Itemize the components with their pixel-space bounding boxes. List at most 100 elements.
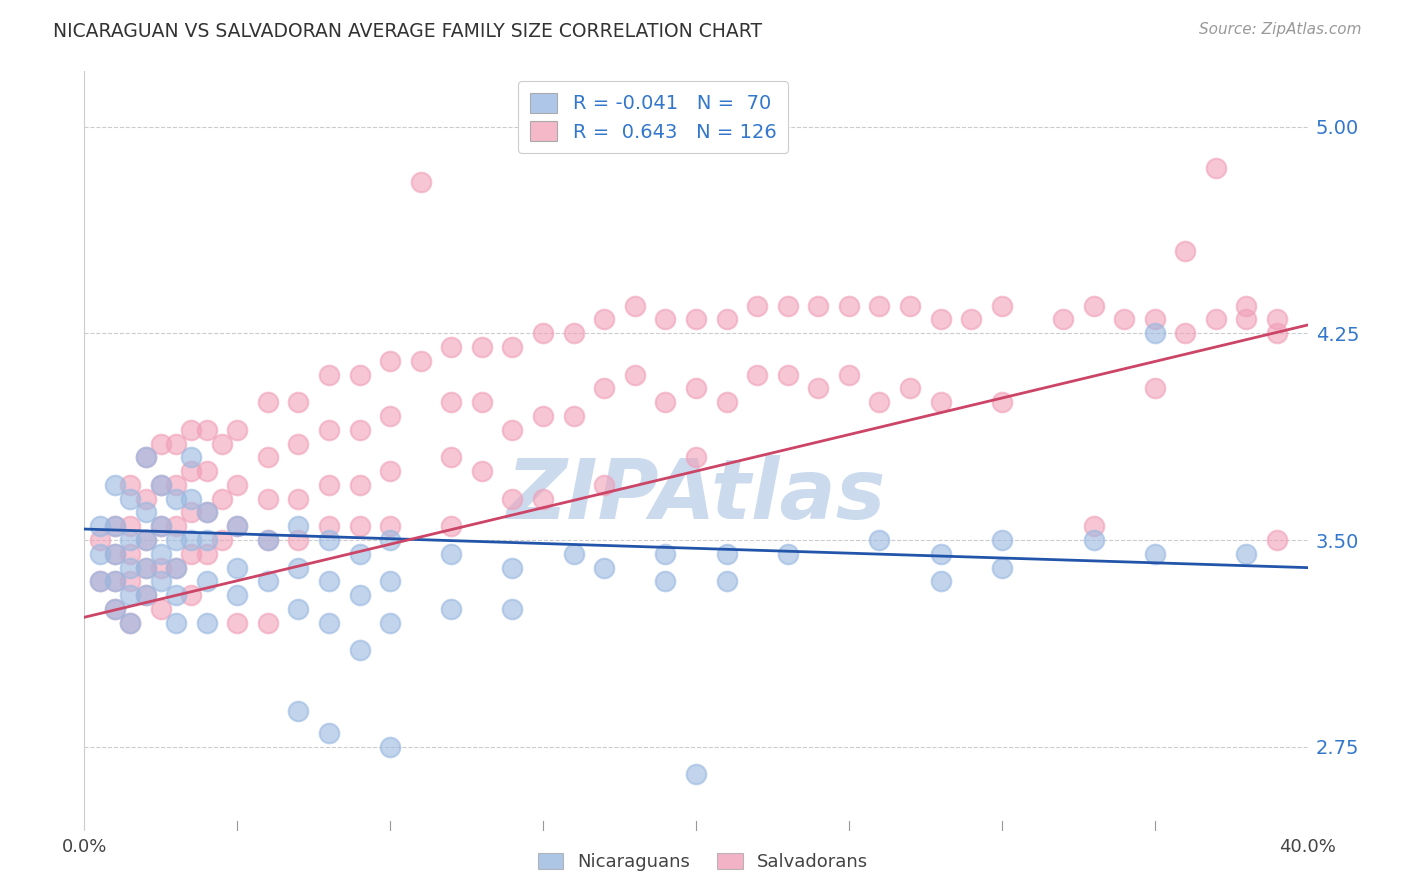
Point [654,547,676,561]
Point [898,381,921,395]
Point [89,574,111,589]
Legend: R = -0.041   N =  70, R =  0.643   N = 126: R = -0.041 N = 70, R = 0.643 N = 126 [519,81,789,153]
Point [440,547,463,561]
Point [195,506,218,520]
Point [287,704,309,718]
Point [380,533,402,547]
Point [349,643,371,657]
Point [149,436,172,450]
Point [104,602,127,616]
Point [531,326,554,341]
Point [440,340,463,354]
Point [180,491,202,506]
Point [380,354,402,368]
Point [349,519,371,533]
Point [287,602,309,616]
Point [380,464,402,478]
Point [120,588,142,602]
Legend: Nicaraguans, Salvadorans: Nicaraguans, Salvadorans [530,846,876,879]
Point [180,547,202,561]
Point [149,519,172,533]
Point [180,423,202,437]
Point [471,340,494,354]
Point [440,519,463,533]
Point [929,574,952,589]
Point [593,478,616,492]
Point [135,450,157,465]
Point [257,533,280,547]
Point [869,533,891,547]
Point [1205,161,1227,175]
Point [991,560,1014,574]
Point [929,312,952,326]
Point [624,368,647,382]
Point [318,368,340,382]
Point [211,491,233,506]
Point [149,560,172,574]
Point [991,395,1014,409]
Text: NICARAGUAN VS SALVADORAN AVERAGE FAMILY SIZE CORRELATION CHART: NICARAGUAN VS SALVADORAN AVERAGE FAMILY … [53,22,762,41]
Point [716,312,738,326]
Point [471,395,494,409]
Point [1052,312,1074,326]
Point [211,436,233,450]
Point [257,395,280,409]
Point [135,560,157,574]
Point [89,574,111,589]
Point [318,533,340,547]
Point [440,395,463,409]
Point [991,533,1014,547]
Point [287,436,309,450]
Point [165,519,187,533]
Point [1236,299,1258,313]
Point [211,533,233,547]
Point [318,615,340,630]
Point [929,547,952,561]
Point [562,326,585,341]
Point [502,491,524,506]
Point [869,299,891,313]
Point [89,533,111,547]
Point [1143,547,1166,561]
Point [716,574,738,589]
Point [318,519,340,533]
Point [165,533,187,547]
Point [257,574,280,589]
Point [349,478,371,492]
Point [180,588,202,602]
Point [685,450,707,465]
Point [135,588,157,602]
Point [165,560,187,574]
Point [685,381,707,395]
Point [380,615,402,630]
Point [149,519,172,533]
Point [195,464,218,478]
Point [776,368,799,382]
Point [440,602,463,616]
Point [898,299,921,313]
Point [991,299,1014,313]
Point [654,312,676,326]
Point [149,478,172,492]
Point [562,409,585,423]
Point [318,726,340,740]
Point [104,547,127,561]
Point [135,491,157,506]
Point [149,602,172,616]
Point [89,547,111,561]
Point [502,340,524,354]
Point [104,602,127,616]
Point [776,547,799,561]
Point [960,312,983,326]
Point [593,560,616,574]
Point [1236,547,1258,561]
Point [135,506,157,520]
Point [747,368,769,382]
Point [165,436,187,450]
Point [120,615,142,630]
Point [654,574,676,589]
Point [747,299,769,313]
Point [257,615,280,630]
Point [1265,533,1288,547]
Point [120,560,142,574]
